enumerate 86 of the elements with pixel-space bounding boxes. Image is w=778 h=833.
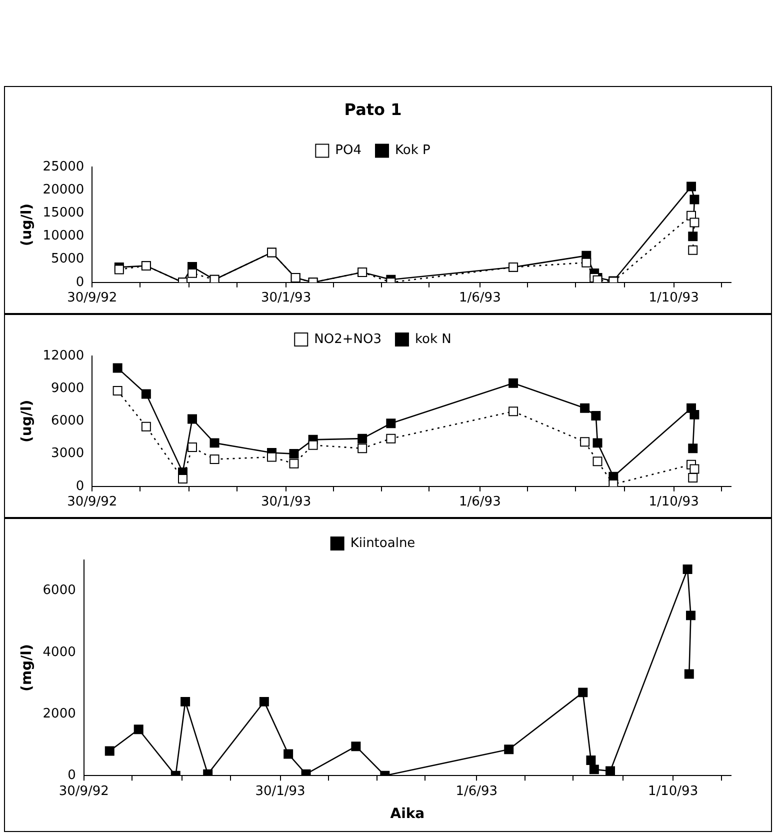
- x-tick-label: 1/10/93: [648, 494, 699, 510]
- y-tick-label: 20000: [42, 182, 84, 198]
- x-tick-label: 30/1/93: [255, 784, 306, 799]
- point: [141, 389, 151, 399]
- y-axis-title: (mg/l): [19, 644, 36, 692]
- point: [686, 182, 696, 192]
- point: [682, 564, 692, 574]
- point: [358, 434, 368, 444]
- x-tick-label: 30/9/92: [67, 290, 118, 306]
- point: [386, 418, 396, 428]
- point: [180, 696, 190, 706]
- point: [134, 724, 144, 734]
- point: [188, 268, 198, 278]
- point: [592, 456, 602, 466]
- point: [112, 363, 122, 373]
- point: [688, 245, 698, 255]
- point: [210, 454, 220, 464]
- point: [104, 746, 114, 756]
- legend-label: kok N: [414, 332, 452, 347]
- point: [589, 764, 599, 774]
- y-tick-label: 0: [76, 274, 84, 290]
- point: [606, 766, 616, 776]
- point: [114, 264, 124, 274]
- point: [308, 440, 318, 450]
- point: [508, 406, 518, 416]
- point: [504, 744, 514, 754]
- y-tick-label: 9000: [51, 380, 84, 396]
- point: [266, 452, 276, 462]
- point: [259, 696, 269, 706]
- point: [591, 411, 601, 421]
- point: [188, 414, 198, 424]
- point: [688, 444, 698, 454]
- point: [690, 218, 700, 228]
- x-tick-label: 1/6/93: [456, 784, 498, 799]
- x-tick-label: 1/6/93: [458, 494, 501, 510]
- y-tick-label: 6000: [51, 414, 84, 429]
- point: [690, 410, 700, 420]
- legend-label: Kok P: [395, 143, 430, 158]
- point: [580, 403, 590, 413]
- y-tick-label: 5000: [51, 252, 84, 267]
- x-tick-label: 30/9/92: [58, 784, 109, 799]
- y-tick-label: 6000: [42, 583, 76, 598]
- point: [690, 464, 700, 474]
- y-tick-label: 4000: [42, 644, 76, 660]
- point: [284, 749, 294, 759]
- point: [578, 688, 588, 698]
- legend-label: NO2+NO3: [314, 332, 382, 347]
- point: [351, 742, 361, 752]
- y-tick-label: 10000: [42, 228, 84, 244]
- legend-label: PO4: [335, 143, 362, 158]
- point: [358, 444, 368, 454]
- y-tick-label: 25000: [42, 160, 84, 175]
- y-tick-label: 2000: [42, 706, 76, 722]
- y-axis-title: (ug/l): [19, 203, 36, 246]
- x-tick-label: 30/1/93: [260, 290, 312, 306]
- point: [686, 610, 696, 620]
- point: [586, 755, 596, 765]
- x-tick-label: 1/10/93: [648, 290, 699, 306]
- y-tick-label: 0: [68, 768, 76, 783]
- chart-title: Pato 1: [344, 100, 402, 119]
- x-axis-title: Aika: [390, 806, 425, 822]
- point: [690, 194, 700, 204]
- point: [592, 438, 602, 448]
- point: [684, 669, 694, 679]
- y-tick-label: 0: [76, 478, 84, 494]
- x-tick-label: 30/9/92: [67, 494, 118, 510]
- point: [608, 479, 618, 486]
- legend-label: Kiintoalne: [350, 536, 416, 551]
- point: [112, 386, 122, 396]
- point: [289, 458, 299, 468]
- y-tick-label: 15000: [42, 206, 84, 221]
- x-tick-label: 1/10/93: [648, 784, 698, 799]
- point: [178, 474, 188, 484]
- y-tick-label: 12000: [42, 348, 84, 364]
- point: [580, 437, 590, 447]
- x-tick-label: 1/6/93: [458, 290, 501, 306]
- point: [582, 258, 592, 268]
- y-axis-title: (ug/l): [19, 400, 36, 443]
- point: [210, 438, 220, 448]
- point: [688, 232, 698, 242]
- x-tick-label: 30/1/93: [260, 494, 312, 510]
- point: [289, 449, 299, 459]
- point: [508, 378, 518, 388]
- y-tick-label: 3000: [51, 446, 84, 462]
- point: [386, 434, 396, 444]
- point: [141, 422, 151, 432]
